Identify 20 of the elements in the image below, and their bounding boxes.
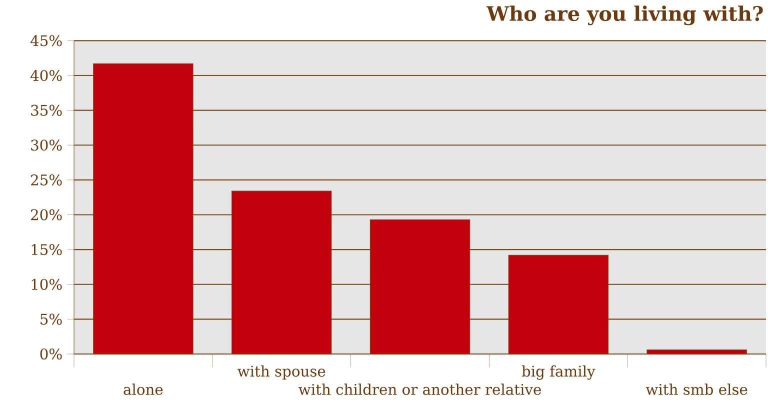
bar	[93, 63, 194, 354]
x-tick-label: alone	[124, 384, 163, 395]
y-tick-label: 15%	[32, 244, 62, 256]
x-tick-label: big family	[522, 365, 596, 380]
bar	[508, 255, 608, 354]
y-tick-label: 40%	[30, 70, 62, 82]
y-tick-label: 0%	[40, 348, 62, 360]
x-tick-label: with children or another relative	[298, 384, 541, 395]
y-tick-label: 10%	[32, 278, 62, 290]
y-tick-label: 35%	[31, 104, 62, 116]
y-tick-label: 30%	[31, 140, 62, 151]
x-tick-label: with spouse	[238, 365, 326, 380]
x-tick-label: with smb else	[646, 384, 748, 395]
y-tick-label: 5%	[40, 314, 62, 325]
chart-title: Who are you living with?	[486, 6, 763, 26]
y-tick-label: 25%	[31, 174, 62, 186]
bar	[232, 190, 332, 354]
bar	[370, 219, 470, 354]
y-tick-label: 20%	[31, 209, 62, 220]
y-tick-label: 45%	[30, 35, 62, 46]
